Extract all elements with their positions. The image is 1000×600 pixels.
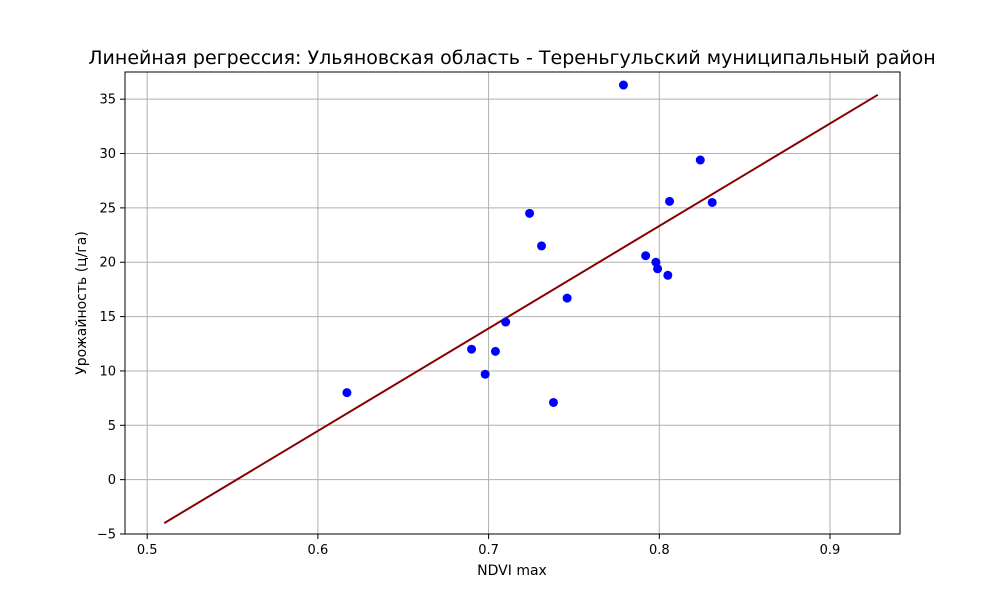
- y-tick-label: 35: [99, 93, 116, 108]
- y-tick-label: 0: [108, 473, 116, 488]
- data-points: [342, 80, 717, 407]
- data-point: [525, 208, 535, 218]
- y-tick-label: 10: [99, 364, 116, 379]
- x-tick-label: 0.6: [308, 543, 329, 558]
- data-point: [665, 196, 675, 206]
- data-point: [537, 241, 547, 251]
- regression-line: [163, 93, 879, 524]
- data-point: [707, 197, 717, 207]
- grid-lines: [125, 72, 900, 535]
- y-tick-label: 15: [99, 310, 116, 325]
- data-point: [695, 155, 705, 165]
- axes-frame: [124, 71, 901, 535]
- x-tick-label: 0.8: [649, 543, 670, 558]
- y-axis-label: Урожайность (ц/га): [74, 231, 90, 375]
- x-tick-label: 0.5: [137, 543, 158, 558]
- x-axis-label: NDVI max: [477, 563, 547, 579]
- data-point: [663, 270, 673, 280]
- data-point: [641, 251, 651, 261]
- data-point: [490, 346, 500, 356]
- y-tick-label: 25: [99, 201, 116, 216]
- data-point: [467, 344, 477, 354]
- data-point: [548, 397, 558, 407]
- y-tick-label: −5: [97, 528, 116, 543]
- chart-title: Линейная регрессия: Ульяновская область …: [88, 47, 935, 69]
- data-point: [618, 80, 628, 90]
- data-point: [653, 264, 663, 274]
- data-point: [501, 317, 511, 327]
- y-tick-label: 20: [99, 256, 116, 271]
- y-tick-label: 5: [108, 419, 116, 434]
- data-point: [562, 293, 572, 303]
- data-point: [342, 388, 352, 398]
- x-tick-label: 0.7: [478, 543, 499, 558]
- x-axis-ticks: 0.5 0.6 0.7 0.8 0.9: [137, 534, 841, 558]
- x-tick-label: 0.9: [820, 543, 841, 558]
- data-point: [480, 369, 490, 379]
- y-tick-label: 30: [99, 147, 116, 162]
- y-axis-ticks: −5 0 5 10 15 20 25 30 35: [97, 93, 125, 543]
- regression-line-layer: [163, 93, 879, 524]
